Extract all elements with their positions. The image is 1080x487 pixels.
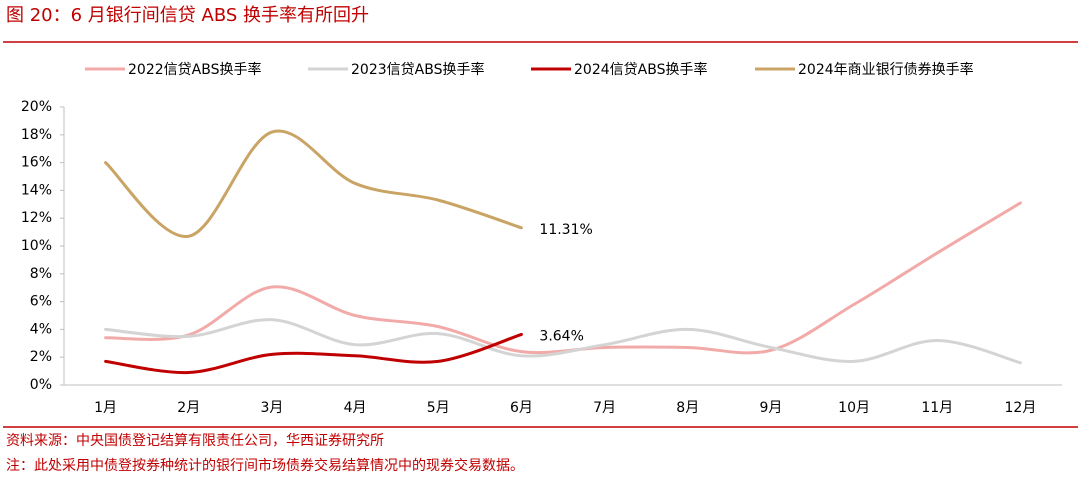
x-tick-label: 5月 bbox=[427, 400, 450, 416]
x-tick-label: 4月 bbox=[344, 400, 367, 416]
x-tick-label: 10月 bbox=[838, 400, 870, 416]
x-tick-label: 2月 bbox=[177, 400, 200, 416]
y-tick-label: 12% bbox=[21, 210, 52, 226]
y-tick-label: 16% bbox=[21, 155, 52, 171]
note: 注：此处采用中债登按券种统计的银行间市场债券交易结算情况中的现券交易数据。 bbox=[6, 457, 524, 474]
value-label: 11.31% bbox=[539, 222, 592, 238]
source: 资料来源：中央国债登记结算有限责任公司，华西证券研究所 bbox=[6, 433, 384, 449]
y-tick-label: 14% bbox=[21, 182, 52, 198]
y-tick-label: 20% bbox=[21, 99, 52, 115]
x-tick-label: 6月 bbox=[510, 400, 533, 416]
y-tick-label: 10% bbox=[21, 238, 52, 254]
y-tick-label: 4% bbox=[30, 321, 52, 337]
x-tick-label: 12月 bbox=[1005, 400, 1037, 416]
legend-label: 2022信贷ABS换手率 bbox=[128, 61, 261, 78]
x-tick-label: 11月 bbox=[921, 400, 953, 416]
y-tick-label: 8% bbox=[30, 266, 52, 282]
legend-label: 2024信贷ABS换手率 bbox=[574, 61, 707, 78]
series-line bbox=[104, 129, 523, 238]
x-tick-label: 3月 bbox=[260, 400, 283, 416]
y-tick-label: 6% bbox=[30, 294, 52, 310]
x-tick-label: 7月 bbox=[593, 400, 616, 416]
value-label: 3.64% bbox=[539, 328, 583, 344]
x-tick-label: 9月 bbox=[759, 400, 782, 416]
y-tick-label: 18% bbox=[21, 127, 52, 143]
x-tick-label: 8月 bbox=[676, 400, 699, 416]
series-line bbox=[104, 332, 523, 375]
chart-title: 图 20：6 月银行间信贷 ABS 换手率有所回升 bbox=[6, 5, 369, 26]
x-tick-label: 1月 bbox=[94, 400, 117, 416]
legend-label: 2023信贷ABS换手率 bbox=[351, 61, 484, 78]
series-line bbox=[104, 201, 1022, 355]
series-line bbox=[104, 318, 1022, 365]
y-tick-label: 2% bbox=[30, 349, 52, 365]
y-tick-label: 0% bbox=[30, 377, 52, 393]
legend-label: 2024年商业银行债券换手率 bbox=[798, 61, 974, 78]
